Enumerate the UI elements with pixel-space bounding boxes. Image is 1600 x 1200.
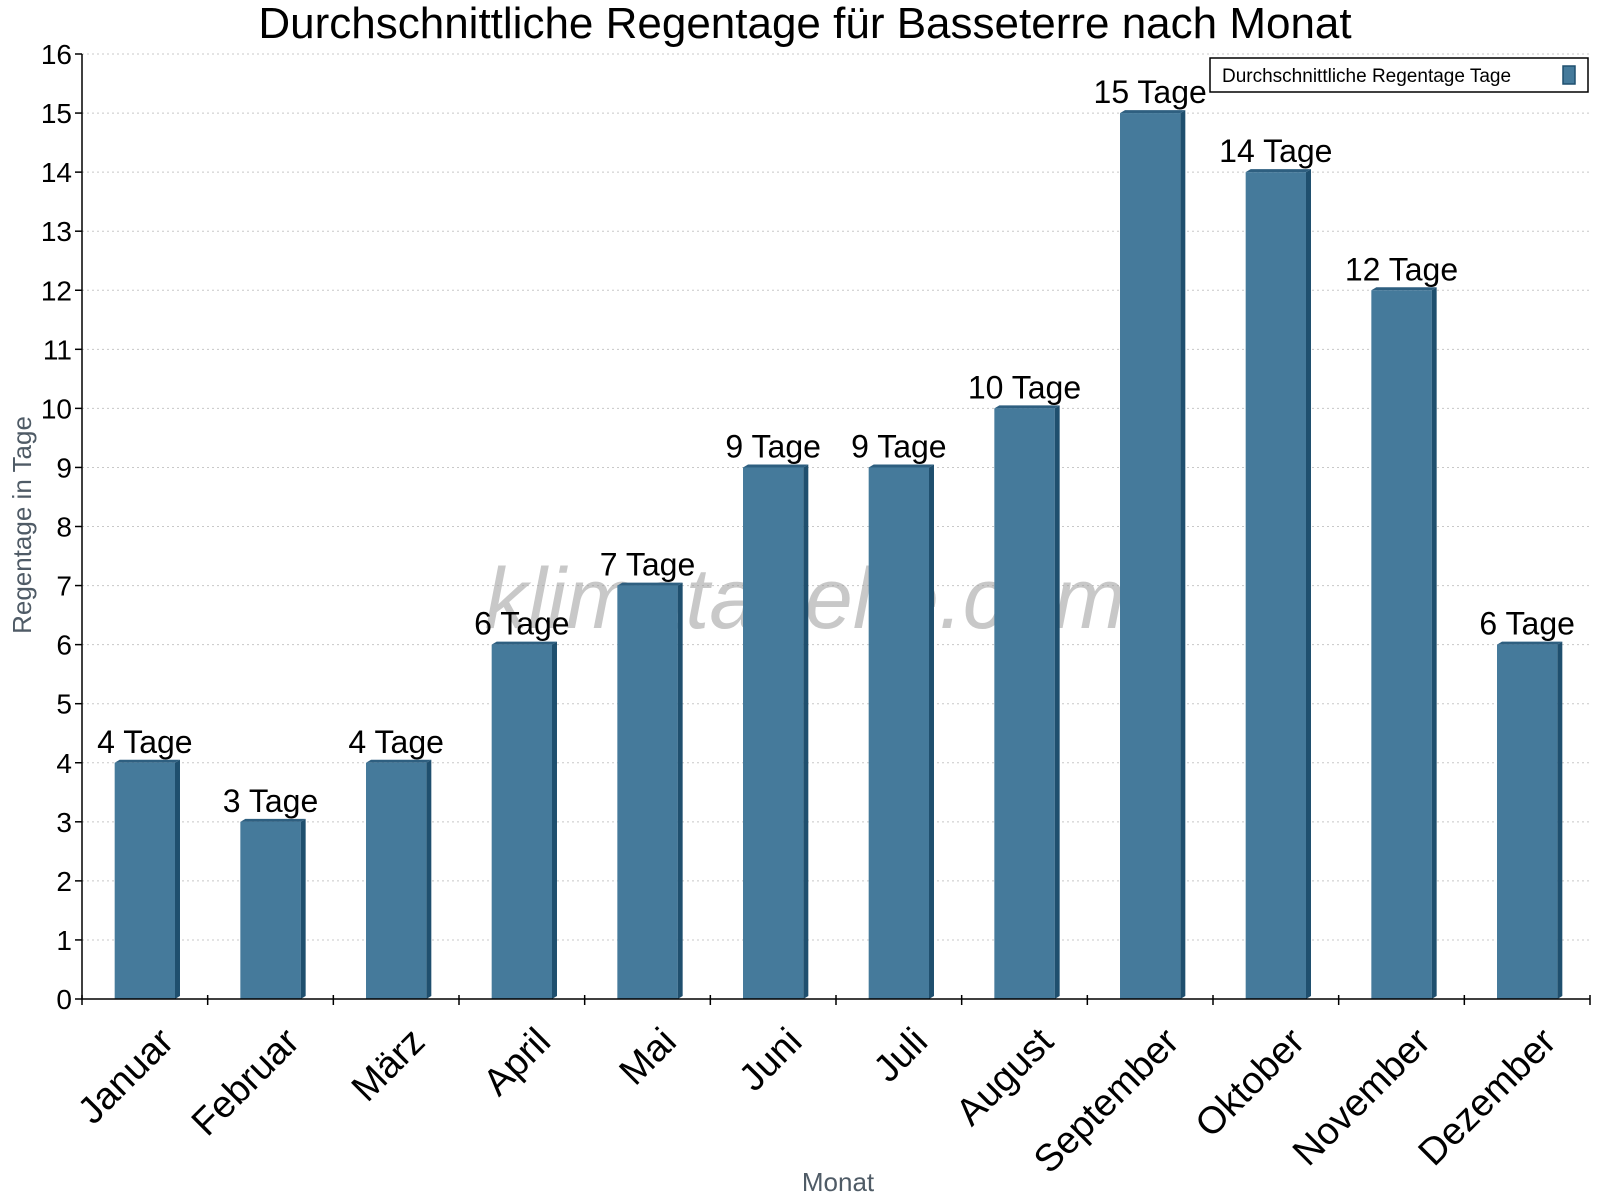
axes	[75, 53, 1591, 1005]
bar-top-januar	[114, 759, 180, 763]
bar-top-november	[1371, 287, 1437, 291]
y-tick-label: 15	[41, 98, 72, 129]
data-label: 9 Tage	[725, 428, 821, 464]
y-tick-label: 8	[56, 512, 72, 543]
bar-juli	[868, 467, 929, 999]
data-label: 10 Tage	[968, 369, 1081, 405]
bar-august	[994, 408, 1055, 999]
bar-top-juli	[868, 464, 934, 468]
x-tick-label: Juli	[866, 1020, 936, 1090]
bar-side-mai	[677, 582, 683, 999]
y-tick-label: 10	[41, 393, 72, 424]
data-label: 3 Tage	[223, 783, 319, 819]
bar-juni	[743, 467, 804, 999]
bar-side-juni	[803, 464, 809, 999]
bar-top-mai	[617, 582, 683, 586]
bar-side-februar	[300, 818, 306, 999]
y-tick-label: 11	[43, 334, 72, 365]
x-tick-label: März	[344, 1020, 433, 1109]
y-tick-label: 6	[56, 630, 72, 661]
bar-side-april	[551, 641, 557, 999]
data-label: 6 Tage	[1479, 606, 1575, 642]
x-tick-label: April	[476, 1020, 559, 1103]
bar-top-oktober	[1245, 169, 1311, 173]
gridlines	[82, 53, 1590, 941]
bar-side-november	[1431, 287, 1437, 999]
bar-september	[1120, 113, 1181, 999]
data-label: 15 Tage	[1094, 74, 1207, 110]
data-label: 4 Tage	[348, 724, 444, 760]
data-label: 6 Tage	[474, 606, 570, 642]
x-axis-label: Monat	[802, 1167, 875, 1197]
x-tick-label: Mai	[612, 1020, 685, 1093]
bar-side-märz	[426, 759, 432, 999]
y-tick-label: 16	[41, 39, 72, 70]
x-tick-label: Januar	[70, 1020, 182, 1132]
bar-side-juli	[928, 464, 934, 999]
bars	[114, 110, 1563, 999]
bar-side-august	[1054, 405, 1060, 999]
bar-side-september	[1180, 110, 1186, 999]
bar-april	[491, 644, 552, 999]
bar-side-januar	[174, 759, 180, 999]
bar-top-april	[491, 641, 557, 645]
bar-dezember	[1497, 644, 1558, 999]
bar-märz	[366, 762, 427, 999]
y-tick-label: 5	[56, 689, 72, 720]
chart-title: Durchschnittliche Regentage für Basseter…	[258, 0, 1351, 48]
bar-top-dezember	[1497, 641, 1563, 645]
data-label: 4 Tage	[97, 724, 193, 760]
x-tick-label: August	[948, 1020, 1062, 1134]
bar-top-september	[1120, 110, 1186, 114]
bar-side-oktober	[1305, 169, 1311, 999]
x-tick-label: November	[1285, 1020, 1439, 1174]
data-label: 14 Tage	[1219, 133, 1332, 169]
data-labels: 4 Tage 3 Tage 4 Tage 6 Tage 7 Tage 9 Tage 9 Ta…	[97, 74, 1575, 819]
x-tick-labels: Januar Februar März April Mai Juni Juli AugustS…	[70, 1020, 1564, 1181]
data-label: 12 Tage	[1345, 251, 1458, 287]
bar-top-juni	[743, 464, 809, 468]
bar-mai	[617, 585, 678, 999]
bar-januar	[114, 762, 175, 999]
bar-oktober	[1245, 172, 1306, 999]
bar-top-februar	[240, 818, 306, 822]
legend-label: Durchschnittliche Regentage Tage	[1222, 66, 1511, 87]
y-tick-label: 14	[41, 157, 72, 188]
legend: Durchschnittliche Regentage Tage	[1209, 57, 1589, 93]
bar-november	[1371, 290, 1432, 999]
data-label: 7 Tage	[600, 547, 696, 583]
bar-top-august	[994, 405, 1060, 409]
x-tick-label: Februar	[184, 1020, 308, 1144]
y-tick-label: 13	[41, 216, 72, 247]
y-tick-label: 4	[56, 748, 72, 779]
legend-box	[1209, 57, 1589, 93]
x-tick-label: Juni	[731, 1020, 810, 1099]
bar-side-dezember	[1557, 641, 1563, 999]
y-tick-label: 7	[56, 571, 72, 602]
x-tick-label: Dezember	[1411, 1020, 1565, 1174]
bar-februar	[240, 821, 301, 999]
y-tick-label: 9	[56, 452, 72, 483]
y-tick-label: 3	[56, 807, 72, 838]
y-tick-label: 12	[41, 275, 72, 306]
y-tick-label: 1	[56, 925, 72, 956]
data-label: 9 Tage	[851, 428, 947, 464]
y-tick-label: 0	[56, 984, 72, 1015]
y-tick-label: 2	[56, 866, 72, 897]
y-axis-label: Regentage in Tage	[7, 416, 37, 634]
bar-top-märz	[366, 759, 432, 763]
legend-swatch	[1562, 65, 1576, 85]
x-tick-label: Oktober	[1188, 1020, 1314, 1146]
